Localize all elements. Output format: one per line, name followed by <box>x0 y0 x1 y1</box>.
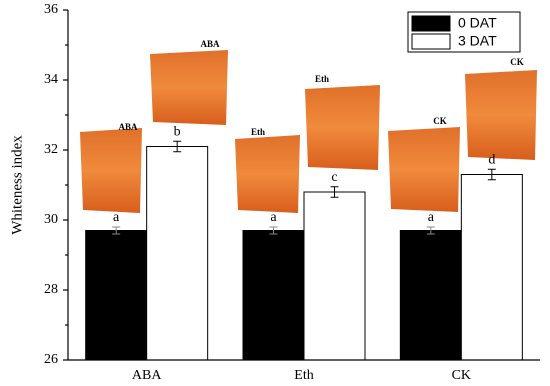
significance-letter: b <box>174 124 181 139</box>
legend-label: 3 DAT <box>458 33 497 49</box>
photo-label: CK <box>510 57 524 67</box>
y-tick-label: 26 <box>44 352 58 367</box>
photo <box>305 85 380 170</box>
photo-label: CK <box>433 116 447 126</box>
bar <box>242 230 305 361</box>
y-tick-label: 32 <box>44 142 58 157</box>
bar <box>146 146 209 361</box>
significance-letter: c <box>331 170 337 185</box>
error-bar <box>426 226 435 235</box>
significance-letter: a <box>428 210 435 225</box>
bar <box>303 191 366 361</box>
x-tick-label: ABA <box>132 368 162 383</box>
photo <box>388 127 460 212</box>
photo <box>235 135 300 213</box>
error-bar <box>112 226 121 235</box>
photo-label: ABA <box>118 122 138 132</box>
error-bar <box>487 168 496 181</box>
photo <box>150 50 228 125</box>
x-tick-label: CK <box>452 368 471 383</box>
legend-label: 0 DAT <box>458 15 497 31</box>
y-tick-label: 34 <box>44 72 58 87</box>
photo-label: Eth <box>251 127 265 137</box>
bar <box>460 174 523 361</box>
error-bar <box>269 226 278 235</box>
legend-swatch <box>411 15 451 32</box>
significance-letter: a <box>113 210 120 225</box>
significance-letter: d <box>488 152 495 167</box>
error-bar <box>330 186 339 198</box>
significance-letter: a <box>270 210 277 225</box>
bar <box>85 230 148 361</box>
photo-label: ABA <box>200 39 220 49</box>
y-tick-label: 30 <box>44 212 58 227</box>
bar <box>399 230 462 361</box>
photo <box>465 70 537 160</box>
photo <box>80 128 142 213</box>
x-tick-label: Eth <box>294 368 313 383</box>
y-axis-title: Whiteness index <box>9 135 25 235</box>
y-tick-label: 28 <box>44 282 58 297</box>
photo-label: Eth <box>315 74 329 84</box>
error-bar <box>173 140 182 153</box>
legend-swatch <box>411 33 451 50</box>
y-tick-label: 36 <box>44 2 58 17</box>
